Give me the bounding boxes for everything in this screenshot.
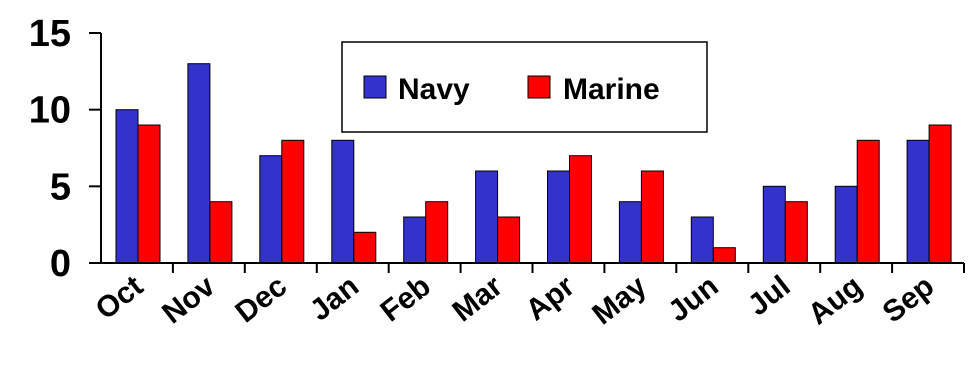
y-tick-label: 15 [29,13,71,55]
bar-marine-jun [712,247,736,264]
bar-navy-may [618,201,642,264]
legend-swatch-navy [363,75,387,99]
x-tick-label-jan: Jan [304,270,365,328]
bar-marine-jan [353,231,377,264]
bar-navy-sep [906,139,930,264]
bar-navy-apr [547,170,570,264]
bar-navy-mar [475,170,499,264]
x-tick-label-mar: Mar [446,269,509,328]
bar-navy-oct [115,109,139,264]
legend-box [341,41,708,133]
bar-marine-nov [209,201,233,264]
bar-marine-oct [137,124,161,264]
bar-navy-dec [259,155,283,264]
y-tick-label: 0 [50,243,71,285]
x-tick-label-apr: Apr [520,269,581,327]
x-tick-label-sep: Sep [877,270,941,330]
legend-label-navy: Navy [398,73,470,106]
bar-marine-sep [928,124,952,264]
x-tick-label-dec: Dec [229,270,293,330]
bar-navy-aug [834,185,858,264]
x-tick-label-jun: Jun [662,270,724,329]
y-ticks-layer: 0 5 10 15 [29,13,101,285]
x-tick-label-jul: Jul [742,270,796,323]
bars-layer [115,63,952,264]
bar-navy-feb [403,216,427,264]
bar-navy-jun [690,216,714,264]
legend-swatch-marine [527,75,551,99]
bar-navy-nov [187,63,211,264]
bar-marine-aug [856,139,880,264]
bar-marine-feb [425,201,449,264]
x-ticks-layer: Oct Nov Dec Jan Feb Mar Apr May Jun Jul Aug Sep [90,263,965,332]
x-tick-label-nov: Nov [156,269,221,330]
bar-marine-dec [281,139,305,264]
legend: Navy Marine [341,41,708,133]
x-tick-label-may: May [586,269,653,331]
bar-marine-mar [497,216,521,264]
legend-label-marine: Marine [563,73,660,106]
y-tick-label: 5 [50,166,71,208]
x-tick-label-oct: Oct [90,270,150,327]
bar-marine-apr [569,155,592,264]
bar-marine-jul [784,201,808,264]
x-tick-label-aug: Aug [802,270,868,332]
bar-navy-jan [331,139,355,264]
x-tick-label-feb: Feb [375,270,437,329]
bar-navy-jul [762,185,786,264]
bar-marine-may [640,170,664,264]
y-tick-label: 10 [29,90,71,132]
